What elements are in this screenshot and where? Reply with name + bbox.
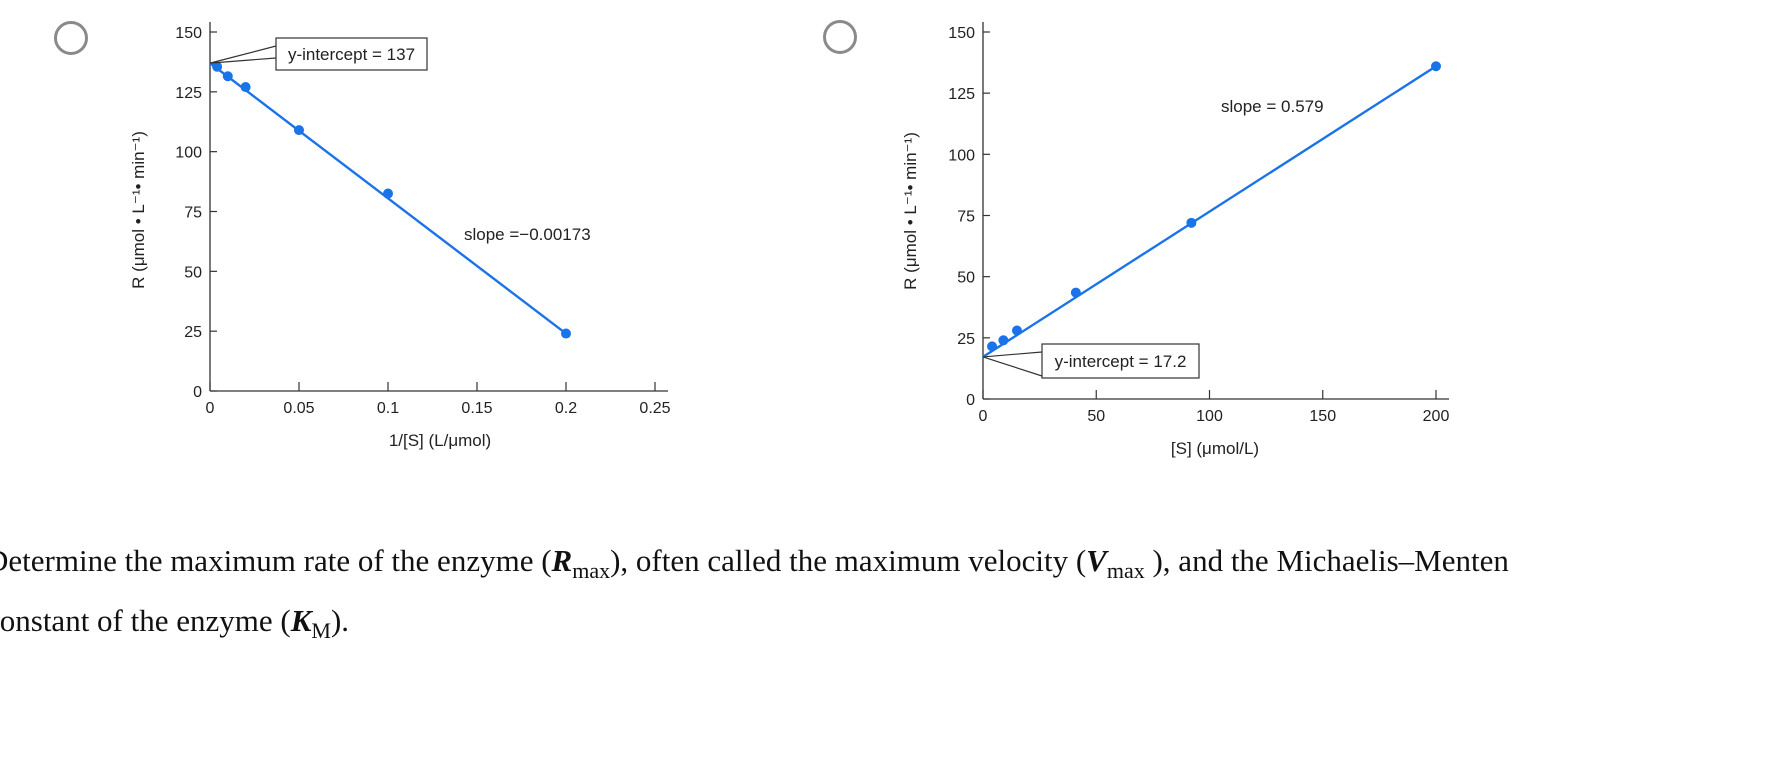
y-tick-label: 50 [184, 264, 202, 281]
slope-label: slope =−0.00173 [464, 225, 591, 244]
y-axis-label: R (μmol • L⁻¹• min⁻¹) [129, 131, 148, 289]
y-tick-label: 150 [948, 25, 975, 42]
x-tick-label: 0 [979, 408, 988, 425]
data-point [222, 71, 233, 82]
x-axis-label: 1/[S] (L/μmol) [389, 431, 491, 450]
x-tick-label: 100 [1196, 408, 1223, 425]
y-tick-label: 100 [175, 145, 202, 162]
x-tick-label: 0 [206, 400, 215, 417]
x-tick-label: 0.05 [283, 400, 314, 417]
intercept-box [1041, 343, 1200, 379]
y-tick-label: 100 [948, 147, 975, 164]
intercept-label: y-intercept = 17.2 [1055, 352, 1187, 371]
y-tick-label: 50 [957, 270, 975, 287]
data-point [1011, 325, 1022, 336]
x-tick-label: 50 [1087, 408, 1105, 425]
y-tick-label: 150 [175, 25, 202, 42]
x-axis-label: [S] (μmol/L) [1171, 439, 1259, 458]
y-tick-label: 0 [193, 384, 202, 401]
slope-label: slope = 0.579 [1221, 97, 1324, 116]
data-point [1431, 61, 1441, 72]
lineweaver-burk-chart: 0 25 50 75 100 125 150 0 0.05 0.1 0.15 0.2 0.25 1/[S]… [129, 22, 671, 450]
option-b-radio[interactable] [823, 20, 857, 54]
data-point [1070, 287, 1081, 298]
x-tick-label: 0.25 [639, 400, 670, 417]
data-point [212, 61, 223, 72]
data-point [987, 341, 998, 352]
data-point [1186, 217, 1197, 228]
y-tick-label: 0 [966, 392, 975, 409]
y-tick-label: 125 [948, 86, 975, 103]
fit-line [982, 65, 1437, 358]
question-text: Determine the maximum rate of the enzyme… [0, 543, 1509, 644]
y-axis-label: R (μmol • L⁻¹• min⁻¹) [901, 132, 920, 290]
data-point [998, 335, 1009, 346]
data-point [561, 328, 571, 339]
direct-plot-chart: 0 25 50 75 100 125 150 0 50 100 150 200 [S] (μmol/L)… [901, 22, 1450, 458]
intercept-pointer [209, 45, 277, 64]
intercept-label: y-intercept = 137 [288, 45, 415, 64]
y-tick-label: 25 [957, 331, 975, 348]
data-point [383, 188, 393, 199]
data-point [294, 125, 304, 136]
x-tick-label: 0.15 [461, 400, 492, 417]
y-tick-label: 75 [184, 205, 202, 222]
option-a-radio[interactable] [54, 21, 88, 55]
x-tick-label: 150 [1309, 408, 1336, 425]
intercept-pointer [982, 351, 1043, 377]
y-tick-label: 125 [175, 85, 202, 102]
intercept-box [275, 37, 428, 71]
y-tick-label: 75 [957, 209, 975, 226]
x-tick-label: 0.2 [555, 400, 577, 417]
x-tick-label: 0.1 [377, 400, 399, 417]
y-tick-label: 25 [184, 324, 202, 341]
data-point [240, 82, 251, 93]
x-tick-label: 200 [1423, 408, 1450, 425]
